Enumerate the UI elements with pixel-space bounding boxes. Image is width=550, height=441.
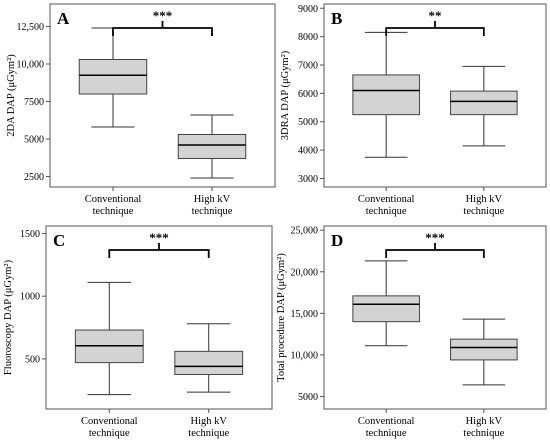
x-tick-label: technique [89,428,130,439]
y-tick-label: 5000 [298,392,318,403]
x-tick-label: technique [463,206,504,217]
plot-frame [323,3,547,188]
x-tick-label: technique [366,428,407,439]
panel-label: B [331,9,342,28]
y-tick-label: 8000 [298,32,318,43]
y-tick-label: 25,000 [291,226,319,237]
y-tick-label: 6000 [298,89,318,100]
y-tick-label: 500 [25,354,40,365]
y-tick-label: 15,000 [291,309,319,320]
box-plot-high-kv [174,323,244,393]
x-tick-label: Conventional [85,194,142,205]
y-tick-label: 1000 [20,292,40,303]
box-plot-high-kv [177,114,247,179]
y-tick-label: 20,000 [291,267,319,278]
box-plot-conventional [78,27,148,128]
panel-d: D Total procedure DAP (μGym²) 5000 10,000 15… [276,225,547,439]
box-plot-conventional [352,31,420,158]
box-plot-high-kv [450,65,518,147]
significance-stars: *** [149,230,169,245]
x-tick-label: technique [188,428,229,439]
plot-frame [45,225,273,410]
x-tick-label: High kV [190,416,227,427]
iqr-box [450,90,518,116]
significance-stars: *** [153,8,173,23]
y-axis-label: 2DA DAP (μGym²) [6,54,17,137]
iqr-box [352,295,420,323]
significance-bracket: *** [112,8,213,36]
iqr-box [352,74,420,116]
box-plot-conventional [352,260,420,347]
panel-c: C Fluoroscopy DAP (μGym²) 500 1000 1500 Conve… [3,225,273,439]
y-axis-label: Total procedure DAP (μGym²) [276,253,287,382]
significance-stars: *** [425,230,445,245]
y-tick-label: 9000 [298,4,318,15]
bracket-line [108,249,210,258]
y-tick-label: 5000 [298,117,318,128]
x-tick-label: technique [192,206,233,217]
bracket-line [112,27,213,36]
x-tick-label: High kV [466,194,503,205]
panel-label: A [57,9,70,28]
iqr-box [450,338,518,361]
y-tick-label: 5000 [24,135,44,146]
x-tick-label: High kV [194,194,231,205]
x-tick-label: technique [93,206,134,217]
y-tick-label: 10,000 [17,60,45,71]
panel-label: C [53,231,65,250]
significance-stars: ** [429,8,442,23]
x-tick-label: technique [366,206,407,217]
iqr-box [78,59,148,95]
y-tick-label: 10,000 [291,350,319,361]
x-tick-label: technique [463,428,504,439]
y-axis-label: 3DRA DAP (μGym²) [280,50,291,140]
y-tick-label: 1500 [20,229,40,240]
y-tick-label: 7000 [298,61,318,72]
significance-bracket: *** [385,230,485,258]
x-tick-label: High kV [466,416,503,427]
y-axis-label: Fluoroscopy DAP (μGym²) [3,259,14,375]
y-tick-label: 7500 [24,97,44,108]
bracket-line [385,249,485,258]
panel-label: D [331,231,343,250]
y-tick-label: 2500 [24,172,44,183]
box-plot-high-kv [450,318,518,386]
box-plot-conventional [74,281,144,396]
significance-bracket: ** [385,8,485,36]
plot-frame [323,225,547,410]
panel-b: B 3DRA DAP (μGym²) 3000 4000 5000 6000 7000 800… [280,3,547,217]
panel-a: A 2DA DAP (μGym²) 2500 5000 7500 10,000 12,500… [6,3,276,217]
x-tick-label: Conventional [358,194,415,205]
iqr-box [177,134,247,159]
x-tick-label: Conventional [81,416,138,427]
plot-frame [49,3,276,188]
significance-bracket: *** [108,230,210,258]
y-tick-label: 4000 [298,146,318,157]
x-tick-label: Conventional [358,416,415,427]
iqr-box [174,350,244,376]
y-tick-label: 12,500 [17,22,45,33]
y-tick-label: 3000 [298,174,318,185]
